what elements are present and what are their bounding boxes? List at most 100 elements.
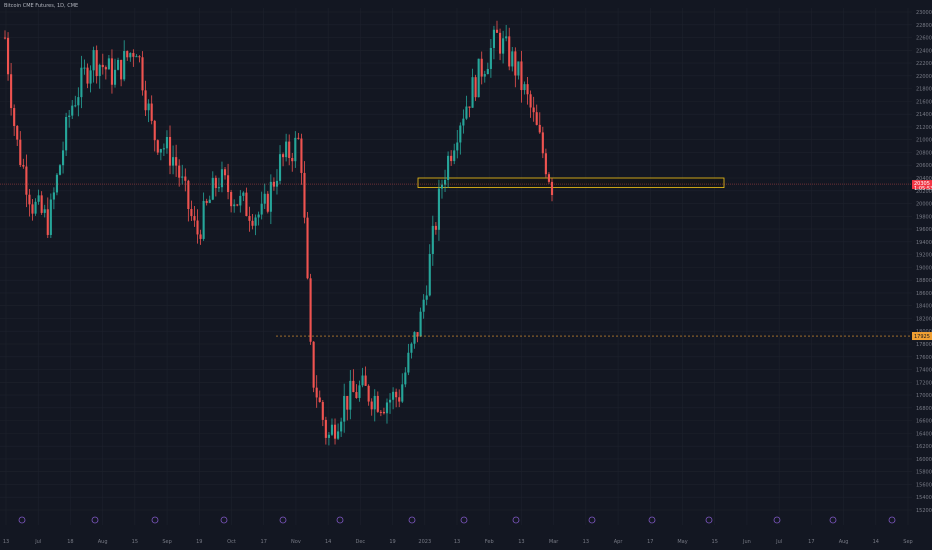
candle-body [538, 124, 541, 133]
candle-body [13, 108, 16, 126]
time-tick-label: 19 [389, 539, 395, 545]
candle-body [110, 58, 114, 85]
candle-body [529, 94, 532, 108]
grid-lines [0, 8, 912, 525]
candle-body [138, 56, 141, 58]
candle-body [159, 149, 162, 153]
candle-body [511, 51, 514, 67]
candle-body [120, 59, 123, 80]
time-tick-label: Jun [742, 539, 751, 545]
candle-body [242, 192, 245, 196]
time-tick-label: 13 [518, 539, 524, 545]
time-tick-label: 17 [808, 539, 814, 545]
candle-body [95, 50, 98, 77]
candle-body [343, 395, 346, 422]
candle-body [61, 150, 65, 166]
price-tick-label: 16400 [916, 431, 932, 437]
time-tick-label: Sep [162, 539, 171, 545]
candle-body [303, 172, 306, 218]
price-tick-label: 17600 [916, 355, 932, 361]
candle-body [147, 103, 150, 111]
candle-body [459, 125, 462, 143]
time-tick-label: May [677, 539, 687, 545]
price-tick-label: 23000 [916, 10, 932, 16]
price-tick-label: 18600 [916, 291, 932, 297]
price-tick-label: 18800 [916, 278, 932, 284]
time-tick-label: Feb [485, 539, 494, 545]
time-tick-label: 2023 [418, 539, 431, 545]
candle-body [550, 181, 554, 196]
candle-body [520, 61, 523, 91]
candle-body [526, 84, 529, 95]
candle-body [202, 200, 205, 239]
candle-body [483, 74, 486, 77]
candle-body [135, 56, 138, 58]
candle-body [401, 384, 404, 402]
candle-body [367, 385, 370, 402]
price-axis[interactable]: 23000 22800 22600 22400 22200 22000 21800 21600… [916, 10, 932, 514]
current-price-tag [912, 180, 932, 190]
candle-body [437, 188, 440, 230]
candle-body [450, 155, 453, 162]
candle-body [370, 401, 373, 410]
price-tick-label: 20400 [916, 176, 932, 182]
candle-body [71, 105, 74, 116]
price-tick-label: 21200 [916, 125, 932, 131]
candle-body [309, 278, 312, 342]
event-marker-icon [220, 516, 228, 524]
candle-body [440, 184, 444, 189]
price-tick-label: 21000 [916, 138, 932, 144]
price-tick-label: 17000 [916, 393, 932, 399]
candle-body [187, 180, 190, 210]
candle-body [16, 125, 19, 140]
candle-body [83, 67, 86, 69]
candle-body [517, 61, 520, 76]
candle-body [266, 193, 269, 212]
candle-body [65, 116, 68, 151]
price-tick-label: 22800 [916, 23, 932, 29]
candle-body [150, 103, 153, 121]
candle-body [346, 395, 349, 410]
price-tick-label: 21400 [916, 112, 932, 118]
level-price-text: 17925 [914, 334, 930, 340]
event-marker-icon [512, 516, 520, 524]
candle-body [471, 77, 474, 108]
candle-body [193, 216, 196, 221]
price-tick-label: 19200 [916, 253, 932, 259]
candle-body [68, 115, 71, 117]
candle-body [300, 138, 303, 173]
candle-body [395, 391, 398, 398]
candle-body [294, 137, 297, 162]
candle-body [480, 58, 483, 77]
candle-body [199, 234, 202, 239]
candle-body [498, 32, 502, 54]
candle-body [407, 352, 410, 373]
candle-body [113, 69, 117, 85]
candle-body [379, 411, 382, 413]
price-tick-label: 16800 [916, 406, 932, 412]
time-tick-label: Jul [775, 539, 782, 545]
candle-body [236, 204, 239, 206]
candle-body [89, 70, 92, 84]
price-tick-label: 19800 [916, 214, 932, 220]
candle-body [282, 154, 285, 158]
candle-body [361, 375, 364, 386]
candle-body [230, 192, 233, 207]
highlight-zone[interactable] [417, 177, 725, 188]
price-tick-label: 16200 [916, 444, 932, 450]
demand-zone-box[interactable] [417, 177, 725, 188]
candle-body [184, 176, 187, 181]
candle-body [168, 137, 172, 166]
time-axis[interactable]: 13 Jul 18 Aug 15 Sep 19 Oct 17 Nov 14 Dec 19 2023 13 Fe… [3, 539, 913, 545]
time-tick-label: 17 [647, 539, 653, 545]
candle-body [257, 214, 260, 218]
candle-body [288, 141, 291, 158]
time-tick-label: Aug [98, 539, 108, 545]
candle-body [410, 343, 413, 353]
time-tick-label: Dec [356, 539, 366, 545]
candle-body [156, 140, 159, 153]
price-tick-label: 20200 [916, 189, 932, 195]
candle-body [532, 107, 535, 113]
time-tick-label: 14 [873, 539, 879, 545]
